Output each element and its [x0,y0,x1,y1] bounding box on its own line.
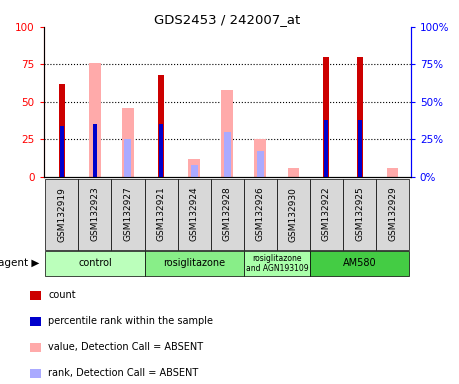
Text: value, Detection Call = ABSENT: value, Detection Call = ABSENT [48,342,203,352]
Bar [30,369,41,378]
Text: GSM132928: GSM132928 [223,187,232,242]
Bar [45,179,78,250]
Bar [257,151,264,177]
Bar [310,179,343,250]
Text: GSM132926: GSM132926 [256,187,265,242]
Bar [387,168,398,177]
Text: GSM132929: GSM132929 [388,187,397,242]
Text: agent ▶: agent ▶ [0,258,39,268]
Bar [244,179,277,250]
Text: control: control [78,258,112,268]
Bar [59,84,65,177]
Text: GSM132924: GSM132924 [190,187,199,242]
Bar [30,343,41,352]
Bar [89,63,101,177]
Bar [221,90,233,177]
Text: GSM132921: GSM132921 [157,187,166,242]
Text: AM580: AM580 [343,258,376,268]
Bar [30,317,41,326]
Bar [158,75,164,177]
Bar [60,126,64,177]
Bar [325,120,329,177]
Bar [45,251,145,276]
Bar [159,124,163,177]
Bar [358,120,362,177]
Text: GSM132923: GSM132923 [90,187,100,242]
Bar [30,291,41,300]
Bar [376,179,409,250]
Bar [357,57,363,177]
Text: rank, Detection Call = ABSENT: rank, Detection Call = ABSENT [48,368,198,378]
Bar [343,179,376,250]
Title: GDS2453 / 242007_at: GDS2453 / 242007_at [154,13,300,26]
Text: percentile rank within the sample: percentile rank within the sample [48,316,213,326]
Bar [112,179,145,250]
Bar [310,251,409,276]
Bar [188,159,200,177]
Bar [277,179,310,250]
Text: rosiglitazone
and AGN193109: rosiglitazone and AGN193109 [246,254,308,273]
Text: GSM132930: GSM132930 [289,187,298,242]
Text: GSM132927: GSM132927 [123,187,133,242]
Bar [78,179,112,250]
Text: GSM132925: GSM132925 [355,187,364,242]
Bar [288,168,299,177]
Text: GSM132919: GSM132919 [57,187,66,242]
Bar [324,57,330,177]
Bar [211,179,244,250]
Bar [124,139,131,177]
Bar [244,251,310,276]
Text: rosiglitazone: rosiglitazone [163,258,225,268]
Bar [93,124,97,177]
Bar [122,108,134,177]
Bar [145,179,178,250]
Bar [178,179,211,250]
Text: GSM132922: GSM132922 [322,187,331,242]
Text: count: count [48,290,76,300]
Bar [224,132,231,177]
Bar [190,165,197,177]
Bar [145,251,244,276]
Bar [254,139,266,177]
